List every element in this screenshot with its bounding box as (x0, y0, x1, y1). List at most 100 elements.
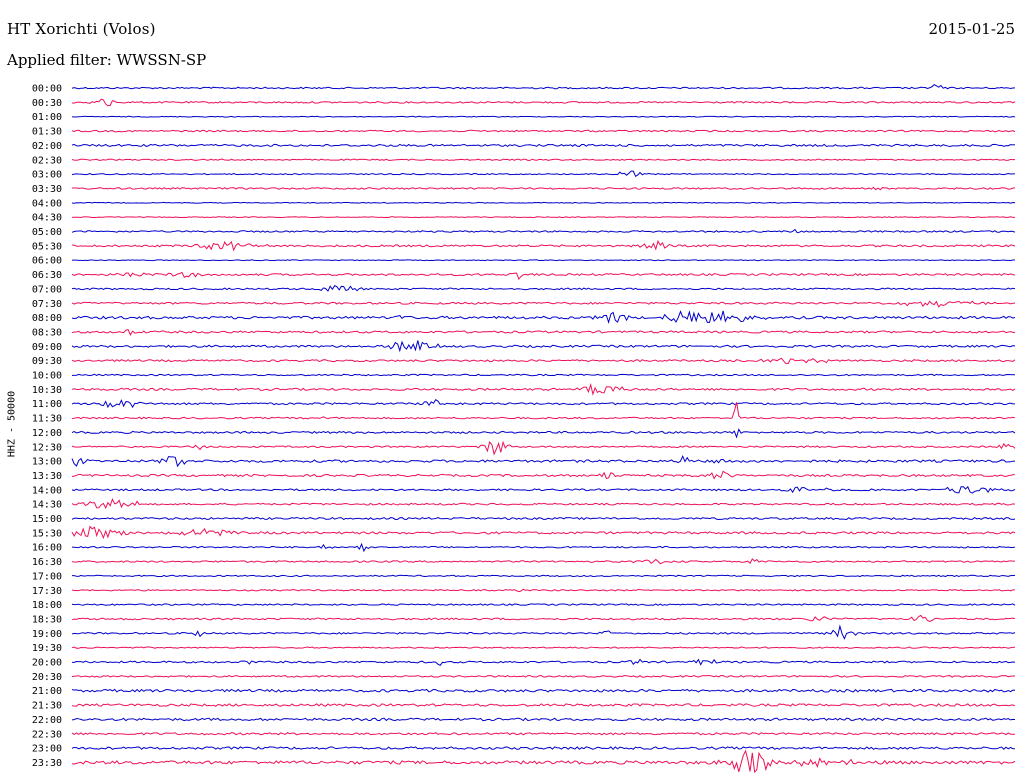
time-label: 08:00 (32, 313, 62, 324)
trace-row (71, 357, 1016, 365)
trace-row (71, 646, 1016, 649)
time-label: 19:30 (32, 643, 62, 654)
trace-row (71, 216, 1016, 219)
time-label: 10:30 (32, 385, 62, 396)
time-label: 22:30 (32, 729, 62, 740)
trace-row (71, 485, 1016, 494)
trace-row (71, 717, 1016, 722)
trace-row (71, 129, 1016, 133)
date-label: 2015-01-25 (928, 20, 1015, 38)
time-label: 16:30 (32, 557, 62, 568)
trace-row (71, 674, 1016, 678)
time-label: 03:00 (32, 170, 62, 181)
trace-row (71, 115, 1016, 118)
time-label: 02:30 (32, 155, 62, 166)
trace-row (71, 328, 1016, 336)
time-label: 23:00 (32, 744, 62, 755)
time-label: 05:00 (32, 227, 62, 238)
trace-row (71, 271, 1016, 281)
trace-row (71, 239, 1016, 252)
trace-row (71, 732, 1016, 736)
trace-row (71, 143, 1016, 147)
trace-row (71, 259, 1016, 262)
time-label: 21:30 (32, 701, 62, 712)
trace-row (71, 340, 1016, 353)
station-title: HT Xorichti (Volos) (7, 20, 156, 38)
time-label: 17:30 (32, 586, 62, 597)
time-label: 01:30 (32, 127, 62, 138)
time-label: 00:30 (32, 98, 62, 109)
trace-row (71, 746, 1016, 751)
trace-row (71, 658, 1016, 666)
time-label: 02:00 (32, 141, 62, 152)
trace-row (71, 300, 1016, 308)
trace-row (71, 83, 1016, 90)
time-label: 19:00 (32, 629, 62, 640)
trace-row (71, 525, 1016, 540)
time-label: 09:00 (32, 342, 62, 353)
time-label: 04:00 (32, 198, 62, 209)
time-label: 21:00 (32, 686, 62, 697)
trace-row (71, 588, 1016, 593)
trace-row (71, 614, 1016, 622)
time-label: 12:00 (32, 428, 62, 439)
trace-row (71, 688, 1016, 693)
time-label: 14:00 (32, 485, 62, 496)
trace-row (71, 497, 1016, 510)
time-label: 13:00 (32, 457, 62, 468)
time-label: 22:00 (32, 715, 62, 726)
trace-row (71, 440, 1016, 456)
time-label: 04:30 (32, 213, 62, 224)
trace-row (71, 428, 1016, 439)
trace-row (71, 470, 1016, 480)
filter-label: Applied filter: WWSSN-SP (7, 51, 207, 69)
time-label: 10:00 (32, 371, 62, 382)
trace-row (71, 285, 1016, 292)
trace-row (71, 603, 1016, 606)
trace-row (71, 624, 1016, 640)
time-label: 16:00 (32, 543, 62, 554)
trace-row (71, 158, 1016, 161)
time-label: 11:00 (32, 399, 62, 410)
trace-row (71, 170, 1016, 178)
time-label: 03:30 (32, 184, 62, 195)
time-label: 08:30 (32, 327, 62, 338)
trace-row (71, 749, 1016, 774)
trace-row (71, 382, 1016, 396)
trace-row (71, 310, 1016, 325)
trace-row (71, 201, 1016, 204)
trace-row (71, 542, 1016, 553)
time-label: 14:30 (32, 500, 62, 511)
time-label: 18:30 (32, 614, 62, 625)
trace-row (71, 516, 1016, 521)
time-label: 13:30 (32, 471, 62, 482)
time-label: 00:00 (32, 84, 62, 95)
time-label: 06:30 (32, 270, 62, 281)
time-label: 06:00 (32, 256, 62, 267)
trace-row (71, 703, 1016, 707)
time-label: 15:00 (32, 514, 62, 525)
trace-row (71, 399, 1016, 409)
time-label: 12:30 (32, 442, 62, 453)
time-label: 11:30 (32, 414, 62, 425)
trace-row (71, 454, 1016, 468)
time-label: 23:30 (32, 758, 62, 769)
time-label: 20:30 (32, 672, 62, 683)
time-label: 20:00 (32, 658, 62, 669)
trace-row (71, 574, 1016, 578)
trace-row (71, 186, 1016, 191)
time-label: 07:00 (32, 284, 62, 295)
time-label: 07:30 (32, 299, 62, 310)
time-label: 05:30 (32, 241, 62, 252)
trace-row (71, 373, 1016, 377)
time-label: 17:00 (32, 571, 62, 582)
time-label: 15:30 (32, 528, 62, 539)
trace-row (71, 402, 1016, 420)
time-label: 18:00 (32, 600, 62, 611)
trace-row (71, 558, 1016, 565)
trace-row (71, 98, 1016, 107)
time-label: 01:00 (32, 112, 62, 123)
time-label: 09:30 (32, 356, 62, 367)
trace-row (71, 228, 1016, 234)
